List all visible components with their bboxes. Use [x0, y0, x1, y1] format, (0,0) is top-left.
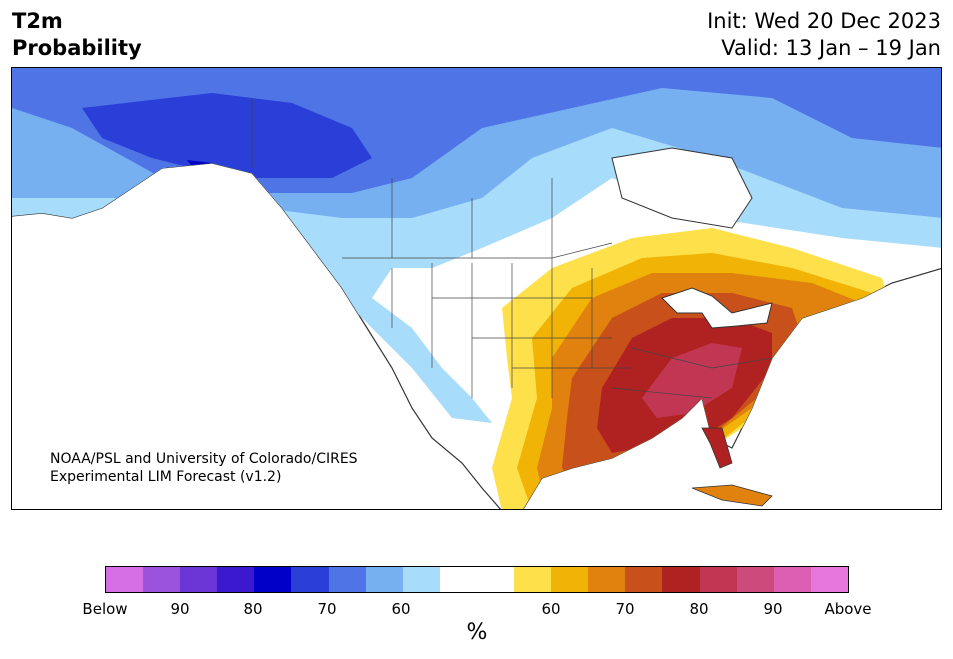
- credit-text: NOAA/PSL and University of Colorado/CIRE…: [50, 450, 358, 486]
- great-lakes: [661, 287, 773, 329]
- colorbar-tick-label: 70: [317, 600, 337, 618]
- colorbar-segment: [699, 567, 737, 592]
- colorbar-tick-label: 60: [541, 600, 561, 618]
- colorbar-tick-label: 70: [615, 600, 635, 618]
- colorbar-segment: [736, 567, 774, 592]
- title-line-1: T2m: [12, 9, 63, 33]
- credit-line-2: Experimental LIM Forecast (v1.2): [50, 469, 282, 485]
- colorbar-segment: [551, 567, 589, 592]
- colorbar-segment: [180, 567, 218, 592]
- title-line-2: Probability: [12, 36, 142, 60]
- valid-dates: Valid: 13 Jan – 19 Jan: [721, 36, 941, 60]
- colorbar-segment: [365, 567, 403, 592]
- colorbar-segment: [291, 567, 329, 592]
- colorbar-segment: [588, 567, 626, 592]
- colorbar-tick-label: 80: [243, 600, 263, 618]
- colorbar-segment: [254, 567, 292, 592]
- colorbar-segment: [810, 567, 848, 592]
- colorbar-tick-label: 60: [391, 600, 411, 618]
- colorbar-tick-label: Above: [824, 600, 872, 618]
- map-title: T2m Probability: [12, 8, 142, 62]
- colorbar-segment: [662, 567, 700, 592]
- colorbar-segment: [328, 567, 366, 592]
- hudson-bay: [611, 147, 753, 229]
- colorbar-tick-label: Below: [82, 600, 128, 618]
- colorbar-segment: [773, 567, 811, 592]
- colorbar-segment: [514, 567, 552, 592]
- colorbar-segment: [625, 567, 663, 592]
- florida: [701, 427, 733, 469]
- colorbar-unit: %: [466, 620, 488, 645]
- colorbar-segment: [217, 567, 255, 592]
- probability-map: [12, 68, 941, 509]
- colorbar: [105, 566, 849, 593]
- colorbar-segment: [143, 567, 181, 592]
- colorbar-tick-label: 90: [170, 600, 190, 618]
- forecast-dates: Init: Wed 20 Dec 2023 Valid: 13 Jan – 19…: [707, 8, 941, 62]
- colorbar-segment: [402, 567, 440, 592]
- init-date: Init: Wed 20 Dec 2023: [707, 9, 941, 33]
- political-borders: [251, 98, 773, 399]
- colorbar-segment: [476, 567, 515, 592]
- colorbar-segment: [106, 567, 144, 592]
- map-panel: NOAA/PSL and University of Colorado/CIRE…: [11, 67, 942, 510]
- cold-90-band: [82, 93, 372, 178]
- credit-line-1: NOAA/PSL and University of Colorado/CIRE…: [50, 451, 358, 467]
- colorbar-segment: [439, 567, 477, 592]
- warm-peak: [642, 343, 742, 418]
- cuba: [691, 484, 773, 507]
- colorbar-tick-label: 80: [689, 600, 709, 618]
- colorbar-tick-label: 90: [763, 600, 783, 618]
